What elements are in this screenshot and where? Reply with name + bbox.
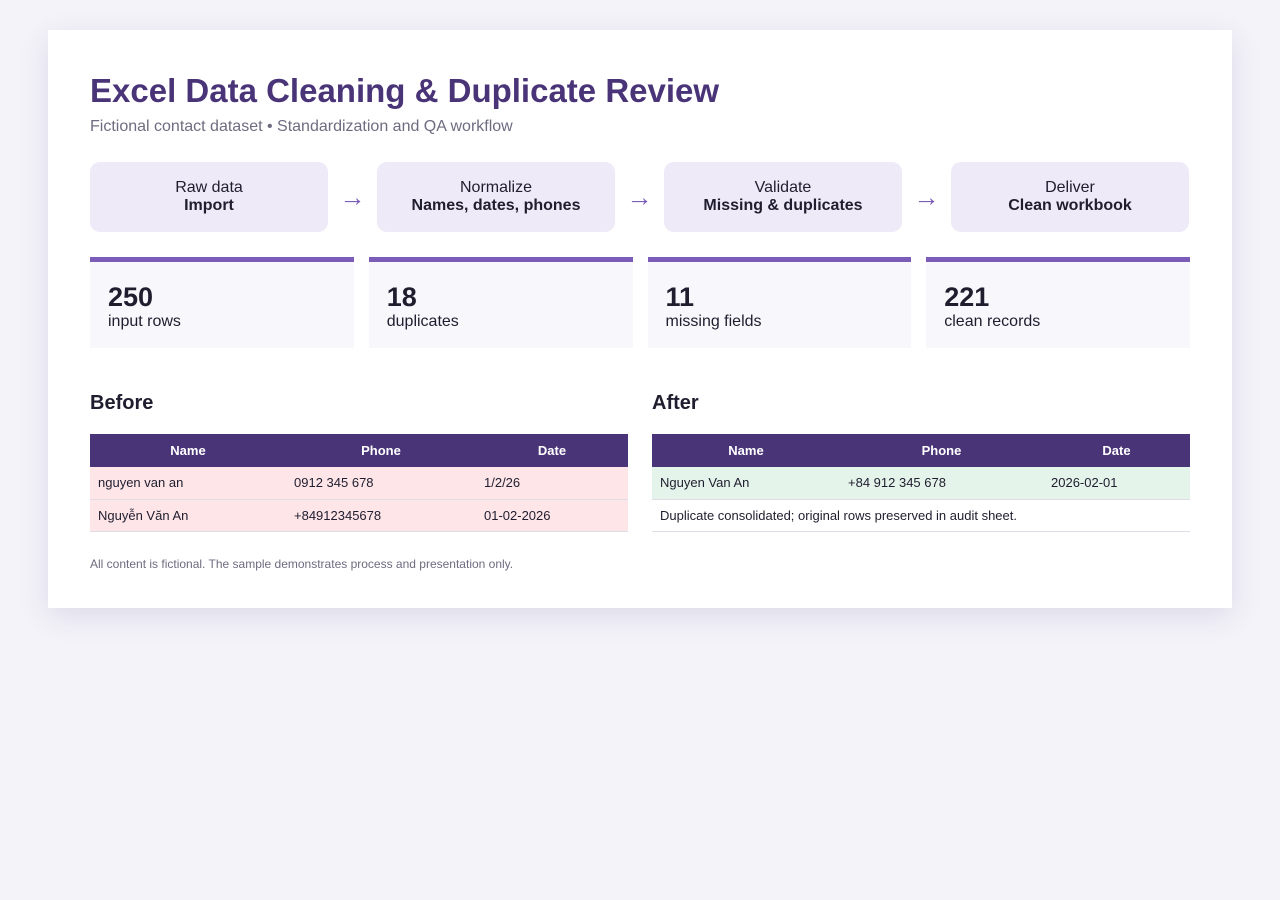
metrics-row: 250 input rows 18 duplicates 11 missing …: [90, 257, 1190, 348]
table-header-row: Name Phone Date: [90, 434, 628, 467]
after-heading: After: [652, 392, 699, 414]
cell-date: 01-02-2026: [476, 499, 628, 532]
footnote: All content is fictional. The sample dem…: [90, 556, 514, 571]
cell-date: 2026-02-01: [1043, 467, 1190, 500]
step-label: Validate: [754, 179, 812, 196]
metric-value: 221: [944, 282, 990, 312]
column-header-name: Name: [652, 434, 840, 467]
consolidation-note: Duplicate consolidated; original rows pr…: [652, 499, 1190, 532]
cell-name: Nguyen Van An: [652, 467, 840, 500]
metric-label: duplicates: [386, 313, 459, 330]
column-header-phone: Phone: [840, 434, 1043, 467]
table-header-row: Name Phone Date: [652, 434, 1190, 467]
metric-value: 11: [665, 282, 695, 312]
step-detail: Names, dates, phones: [411, 197, 581, 214]
table-row: Nguyễn Văn An +84912345678 01-02-2026: [90, 499, 628, 532]
table-row: Nguyen Van An +84 912 345 678 2026-02-01: [652, 467, 1190, 500]
report-card: Excel Data Cleaning & Duplicate Review F…: [48, 30, 1232, 608]
column-header-date: Date: [1043, 434, 1190, 467]
workflow-steps: Raw data Import → Normalize Names, dates…: [90, 162, 1190, 232]
step-detail: Import: [184, 197, 234, 214]
step-label: Raw data: [175, 179, 243, 196]
cell-name: Nguyễn Văn An: [90, 499, 286, 532]
table-note-row: Duplicate consolidated; original rows pr…: [652, 499, 1190, 532]
metric-clean-records: 221 clean records: [926, 257, 1190, 348]
step-label: Deliver: [1045, 179, 1095, 196]
before-table: Name Phone Date nguyen van an 0912 345 6…: [90, 434, 628, 532]
after-table: Name Phone Date Nguyen Van An +84 912 34…: [652, 434, 1190, 532]
cell-name: nguyen van an: [90, 467, 286, 500]
column-header-date: Date: [476, 434, 628, 467]
step-label: Normalize: [459, 179, 532, 196]
step-validate: Validate Missing & duplicates: [664, 162, 902, 232]
cell-phone: 0912 345 678: [286, 467, 476, 500]
page-title: Excel Data Cleaning & Duplicate Review: [90, 72, 720, 109]
step-detail: Missing & duplicates: [703, 197, 863, 214]
before-section: Before Name Phone Date nguyen van an 091…: [90, 391, 628, 532]
column-header-phone: Phone: [286, 434, 476, 467]
column-header-name: Name: [90, 434, 286, 467]
before-heading: Before: [90, 392, 154, 414]
cell-phone: +84912345678: [286, 499, 476, 532]
cell-phone: +84 912 345 678: [840, 467, 1043, 500]
metric-duplicates: 18 duplicates: [368, 257, 633, 348]
step-deliver: Deliver Clean workbook: [951, 162, 1189, 232]
after-section: After Name Phone Date Nguyen Van An +84 …: [652, 391, 1190, 532]
metric-label: clean records: [944, 313, 1041, 330]
metric-value: 250: [108, 282, 154, 312]
comparison-tables: Before Name Phone Date nguyen van an 091…: [90, 391, 1190, 532]
step-normalize: Normalize Names, dates, phones: [377, 162, 615, 232]
metric-label: input rows: [108, 313, 181, 330]
cell-date: 1/2/26: [476, 467, 628, 500]
metric-missing-fields: 11 missing fields: [647, 257, 912, 348]
metric-input-rows: 250 input rows: [90, 257, 354, 348]
page-subtitle: Fictional contact dataset • Standardizat…: [90, 118, 513, 135]
table-row: nguyen van an 0912 345 678 1/2/26: [90, 467, 628, 500]
arrow-right-icon: →: [913, 182, 940, 212]
step-detail: Clean workbook: [1008, 197, 1132, 214]
arrow-right-icon: →: [339, 182, 366, 212]
step-raw-data: Raw data Import: [90, 162, 328, 232]
metric-value: 18: [386, 282, 417, 312]
metric-label: missing fields: [665, 313, 762, 330]
arrow-right-icon: →: [626, 182, 653, 212]
